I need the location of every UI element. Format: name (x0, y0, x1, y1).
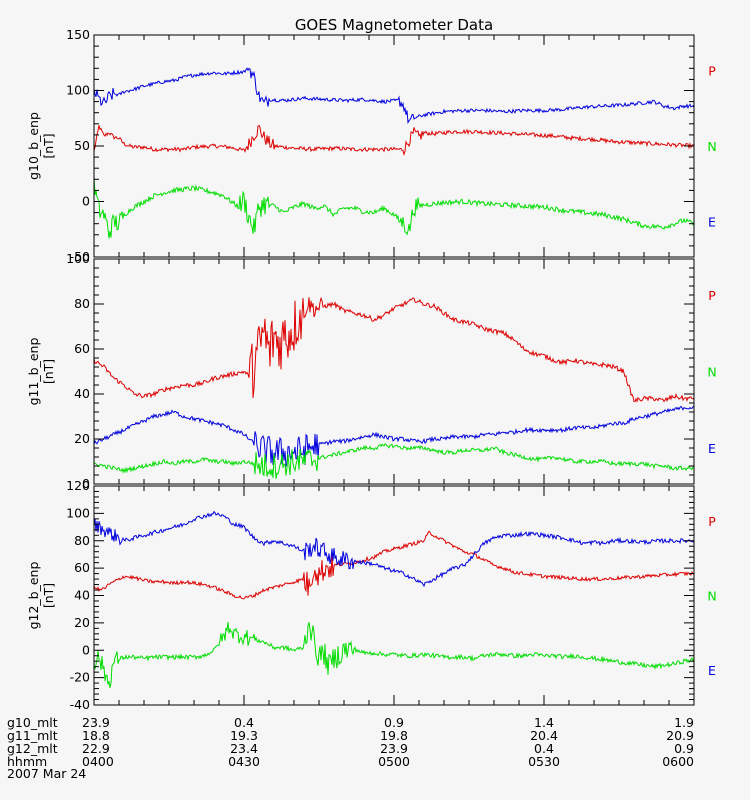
y-tick-label: -20 (70, 670, 90, 685)
legend-N: N (707, 365, 716, 380)
series-line-E (94, 405, 694, 468)
time-row-value: 23.9 (82, 715, 110, 730)
time-row-value: 0600 (662, 754, 694, 769)
series-line-E (94, 67, 694, 124)
time-row-value: 0.9 (384, 715, 404, 730)
chart-title: GOES Magnetometer Data (295, 16, 493, 34)
time-row-value: 0.4 (234, 715, 254, 730)
time-row-name: g12_mlt (7, 741, 58, 756)
legend-E: E (708, 214, 716, 229)
legend-N: N (707, 139, 716, 154)
panel-1: -50 0 50 100 150 g10_b_enp [nT] P N E (26, 27, 717, 264)
time-row-name: hhmm (7, 754, 47, 769)
y-axis-label: g11_b_enp (26, 338, 41, 406)
y-tick-label: -50 (70, 249, 90, 264)
y-tick-label: -40 (70, 697, 90, 712)
legend-N: N (707, 589, 716, 604)
y-tick-label: 0 (82, 476, 90, 491)
time-row-value: 20.4 (530, 728, 558, 743)
time-row-value: 0.9 (674, 741, 694, 756)
legend-E: E (708, 663, 716, 678)
y-axis-unit: [nT] (41, 583, 56, 608)
time-axis: g10_mlt 23.9 0.4 0.9 1.4 1.9 g11_mlt 18.8 19.3 19… (7, 715, 694, 769)
y-axis-unit: [nT] (41, 133, 56, 158)
y-tick-label: 0 (82, 194, 90, 209)
panel-frame (93, 34, 695, 258)
time-row-value: 0530 (528, 754, 560, 769)
time-row-name: g10_mlt (7, 715, 58, 730)
legend-E: E (708, 441, 716, 456)
y-tick-label: 100 (66, 83, 90, 98)
series-line-N (94, 176, 694, 239)
series-line-N (94, 443, 694, 479)
time-row-name: g11_mlt (7, 728, 58, 743)
time-row-value: 19.8 (380, 728, 408, 743)
time-row-value: 18.8 (82, 728, 110, 743)
y-tick-label: 40 (74, 588, 90, 603)
date-label: 2007 Mar 24 (7, 766, 86, 781)
time-row-value: 20.9 (666, 728, 694, 743)
series-line-N (94, 621, 694, 689)
y-tick-label: 80 (74, 296, 90, 311)
y-tick-label: 80 (74, 533, 90, 548)
y-tick-label: 50 (74, 138, 90, 153)
time-row-value: 23.4 (230, 741, 258, 756)
y-tick-label: 60 (74, 560, 90, 575)
panel-frame (93, 258, 695, 485)
time-row-value: 0400 (82, 754, 114, 769)
panel-2: 0 20 40 60 80 100 g11_b_enp [nT] P N E (26, 251, 717, 491)
legend-P: P (708, 288, 716, 303)
y-tick-label: 120 (66, 478, 90, 493)
y-tick-label: 100 (66, 505, 90, 520)
y-tick-label: 100 (66, 251, 90, 266)
y-axis-label: g10_b_enp (26, 112, 41, 180)
legend-P: P (708, 514, 716, 529)
panel-frame (93, 485, 695, 706)
time-row-value: 22.9 (82, 741, 110, 756)
legend-P: P (708, 64, 716, 79)
y-tick-label: 150 (66, 27, 90, 42)
y-axis-unit: [nT] (41, 359, 56, 384)
y-tick-label: 20 (74, 431, 90, 446)
time-row-value: 23.9 (380, 741, 408, 756)
y-tick-label: 60 (74, 341, 90, 356)
y-tick-label: 40 (74, 386, 90, 401)
series-line-E (94, 510, 694, 588)
time-row-value: 1.9 (674, 715, 694, 730)
series-line-P (94, 530, 694, 600)
time-row-value: 19.3 (230, 728, 258, 743)
time-row-value: 0430 (228, 754, 260, 769)
time-row-value: 0500 (378, 754, 410, 769)
y-axis-label: g12_b_enp (26, 562, 41, 630)
panel-3: -40 -20 0 20 40 60 80 100 120 g12_b_enp [nT] P N E (26, 478, 717, 712)
y-tick-label: 0 (82, 642, 90, 657)
time-row-value: 0.4 (534, 741, 554, 756)
series-line-P (94, 296, 694, 403)
y-tick-label: 20 (74, 615, 90, 630)
time-row-value: 1.4 (534, 715, 554, 730)
series-line-P (94, 124, 694, 157)
